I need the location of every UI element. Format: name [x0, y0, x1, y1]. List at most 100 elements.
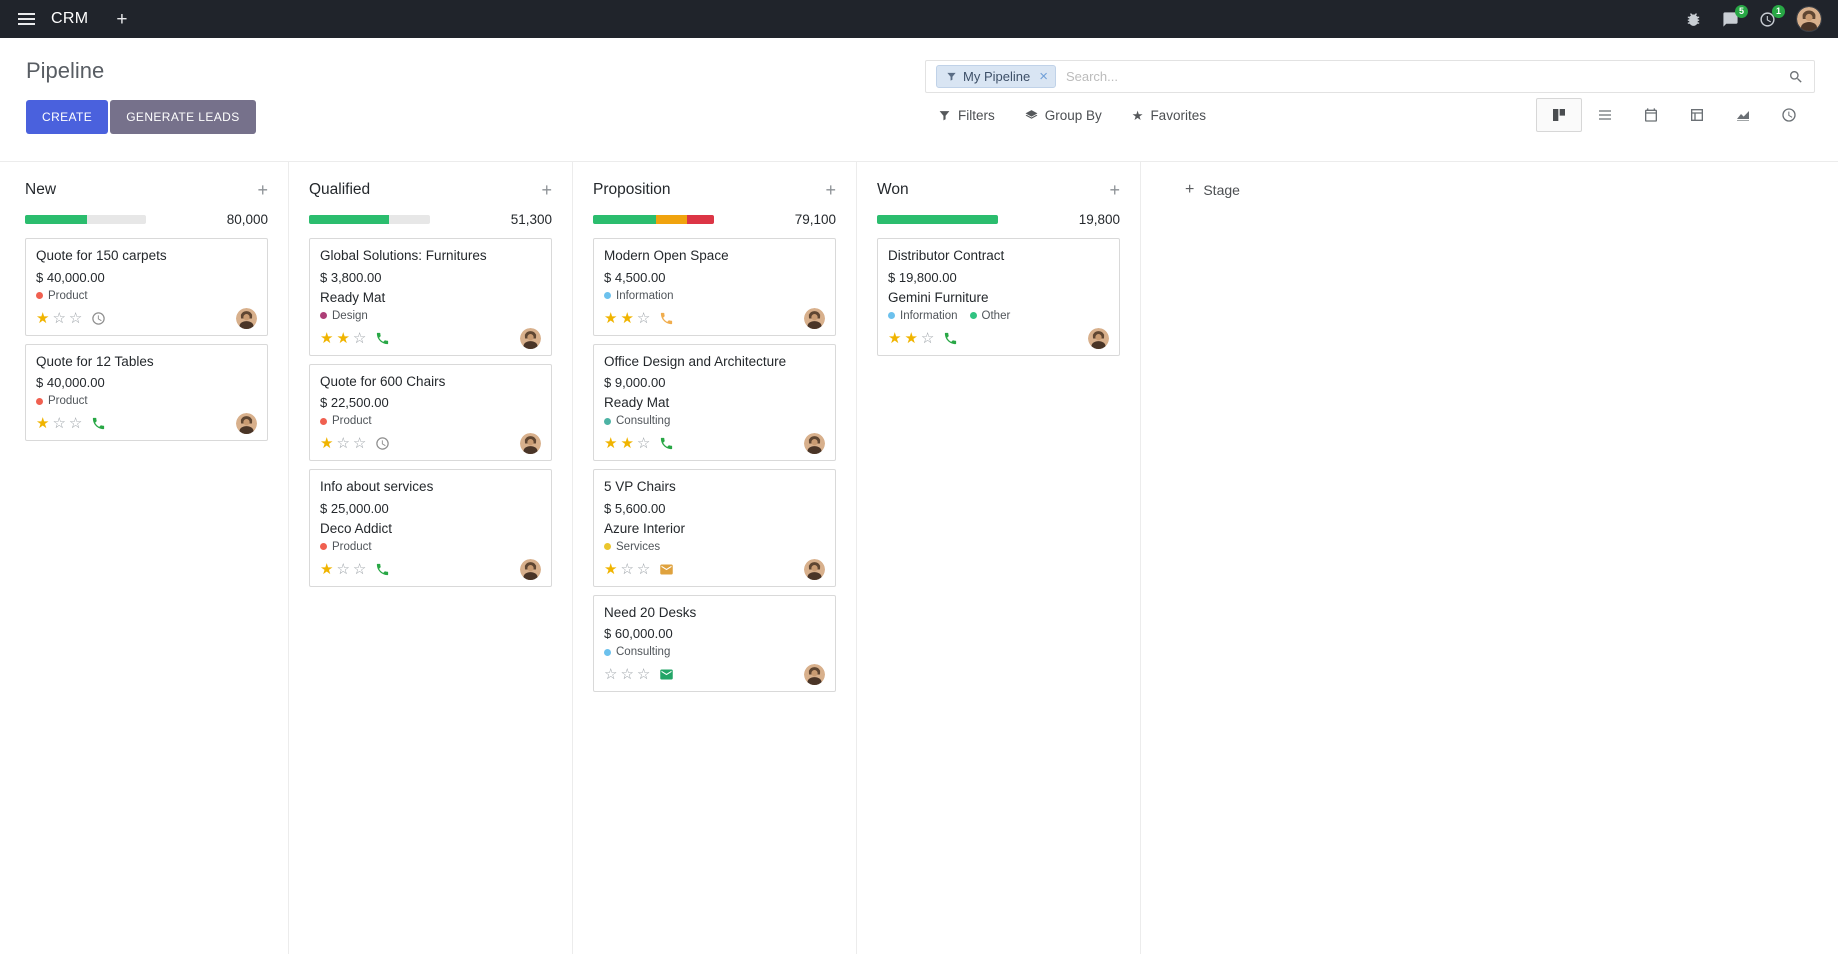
star-icon[interactable]: ☆	[352, 329, 367, 347]
column-cards: Quote for 150 carpets $ 40,000.00 Product ★…	[25, 238, 268, 442]
avatar[interactable]	[804, 664, 825, 686]
add-icon[interactable]: +	[116, 8, 128, 30]
star-icon[interactable]: ★	[604, 309, 618, 327]
star-icon[interactable]: ☆	[604, 666, 618, 684]
star-icon[interactable]: ★	[904, 329, 918, 347]
facet-remove-icon[interactable]: ×	[1039, 68, 1048, 85]
search-facet[interactable]: My Pipeline ×	[936, 65, 1056, 88]
favorites-button[interactable]: ★ Favorites	[1132, 108, 1206, 123]
generate-leads-button[interactable]: GENERATE LEADS	[110, 100, 256, 134]
activities-clock-icon[interactable]: 1	[1759, 4, 1785, 28]
star-icon[interactable]: ★	[36, 309, 50, 327]
debug-bug-icon[interactable]	[1685, 11, 1702, 28]
kanban-card[interactable]: Info about services $ 25,000.00 Deco Addic…	[309, 469, 552, 587]
avatar[interactable]	[236, 413, 257, 435]
star-icon[interactable]: ☆	[636, 435, 651, 453]
view-switch-activity-icon[interactable]	[1766, 98, 1812, 132]
star-icon[interactable]: ★	[320, 435, 334, 453]
star-icon[interactable]: ☆	[636, 560, 651, 578]
view-switch-pivot-icon[interactable]	[1674, 98, 1720, 132]
star-icon[interactable]: ☆	[336, 560, 350, 578]
search-icon[interactable]	[1788, 69, 1804, 85]
column-add-icon[interactable]: +	[1109, 180, 1120, 200]
activity-phone-icon[interactable]	[375, 562, 390, 577]
progress-segment[interactable]	[593, 214, 656, 224]
view-switch-list-icon[interactable]	[1582, 98, 1628, 132]
star-icon[interactable]: ★	[320, 329, 334, 347]
card-amount: $ 40,000.00	[36, 375, 105, 391]
column-title[interactable]: Proposition	[593, 181, 671, 198]
star-icon[interactable]: ☆	[620, 666, 634, 684]
progress-segment[interactable]	[309, 214, 389, 224]
kanban-card[interactable]: Quote for 12 Tables $ 40,000.00 Product ★ ☆ ☆	[25, 343, 268, 442]
kanban-card[interactable]: Office Design and Architecture $ 9,000.00…	[593, 343, 836, 462]
apps-menu-icon[interactable]	[16, 9, 37, 29]
progress-segment[interactable]	[25, 214, 87, 224]
star-icon[interactable]: ★	[620, 309, 634, 327]
star-icon[interactable]: ☆	[920, 329, 935, 347]
kanban-card[interactable]: Modern Open Space $ 4,500.00 Information ★ ★…	[593, 238, 836, 336]
group-by-button[interactable]: Group By	[1025, 108, 1102, 123]
kanban-card[interactable]: Distributor Contract $ 19,800.00 Gemini Fu…	[877, 238, 1120, 356]
activity-phone-icon[interactable]	[91, 416, 106, 431]
app-name[interactable]: CRM	[51, 10, 89, 27]
user-avatar[interactable]	[1796, 6, 1822, 32]
star-icon[interactable]: ★	[604, 435, 618, 453]
avatar[interactable]	[804, 558, 825, 580]
kanban-card[interactable]: Global Solutions: Furnitures $ 3,800.00 Re…	[309, 238, 552, 356]
column-title[interactable]: New	[25, 181, 57, 198]
view-switch-kanban-icon[interactable]	[1536, 98, 1582, 132]
star-icon[interactable]: ★	[620, 435, 634, 453]
star-icon[interactable]: ☆	[352, 560, 367, 578]
column-title[interactable]: Qualified	[309, 181, 371, 198]
column-add-icon[interactable]: +	[257, 180, 268, 200]
avatar[interactable]	[520, 433, 541, 455]
activity-phone-icon[interactable]	[659, 311, 674, 326]
activity-phone-icon[interactable]	[659, 436, 674, 451]
activity-mail-icon[interactable]	[659, 667, 674, 682]
star-icon[interactable]: ☆	[352, 435, 367, 453]
activity-clock-icon[interactable]	[91, 311, 106, 326]
column-add-icon[interactable]: +	[541, 180, 552, 200]
star-icon[interactable]: ☆	[620, 560, 634, 578]
star-icon[interactable]: ☆	[336, 435, 350, 453]
avatar[interactable]	[520, 558, 541, 580]
star-icon[interactable]: ★	[336, 329, 350, 347]
activity-phone-icon[interactable]	[943, 331, 958, 346]
search-input[interactable]	[1065, 69, 1778, 84]
column-add-icon[interactable]: +	[825, 180, 836, 200]
avatar[interactable]	[1088, 327, 1109, 349]
search-bar[interactable]: My Pipeline ×	[925, 60, 1815, 93]
filters-button[interactable]: Filters	[938, 108, 995, 123]
star-icon[interactable]: ★	[320, 560, 334, 578]
kanban-card[interactable]: Quote for 600 Chairs $ 22,500.00 Product ★ ☆…	[309, 363, 552, 462]
activity-mail-icon[interactable]	[659, 562, 674, 577]
create-button[interactable]: CREATE	[26, 100, 109, 134]
star-icon[interactable]: ☆	[68, 415, 83, 433]
kanban-card[interactable]: 5 VP Chairs $ 5,600.00 Azure Interior Servi…	[593, 469, 836, 587]
progress-segment[interactable]	[687, 214, 714, 224]
avatar[interactable]	[520, 327, 541, 349]
star-icon[interactable]: ★	[36, 415, 50, 433]
progress-segment[interactable]	[877, 214, 998, 224]
star-icon[interactable]: ☆	[68, 309, 83, 327]
star-icon[interactable]: ☆	[52, 309, 66, 327]
star-icon[interactable]: ☆	[636, 309, 651, 327]
kanban-card[interactable]: Quote for 150 carpets $ 40,000.00 Product ★…	[25, 238, 268, 336]
column-title[interactable]: Won	[877, 181, 909, 198]
activity-clock-icon[interactable]	[375, 436, 390, 451]
star-icon[interactable]: ★	[888, 329, 902, 347]
avatar[interactable]	[804, 307, 825, 329]
add-stage-button[interactable]: + Stage	[1141, 162, 1240, 199]
avatar[interactable]	[236, 307, 257, 329]
progress-segment[interactable]	[655, 214, 688, 224]
view-switch-calendar-icon[interactable]	[1628, 98, 1674, 132]
activity-phone-icon[interactable]	[375, 331, 390, 346]
messages-icon[interactable]: 5	[1722, 4, 1748, 28]
kanban-card[interactable]: Need 20 Desks $ 60,000.00 Consulting ☆ ☆ ☆	[593, 594, 836, 693]
view-switch-graph-icon[interactable]	[1720, 98, 1766, 132]
star-icon[interactable]: ☆	[52, 415, 66, 433]
star-icon[interactable]: ★	[604, 560, 618, 578]
star-icon[interactable]: ☆	[636, 666, 651, 684]
avatar[interactable]	[804, 433, 825, 455]
